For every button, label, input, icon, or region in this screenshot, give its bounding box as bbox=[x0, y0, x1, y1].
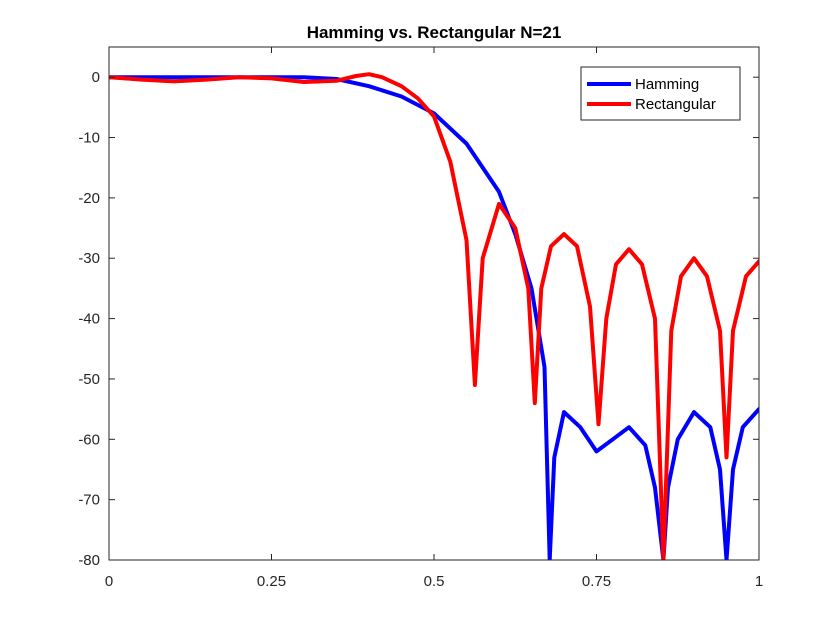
x-tick-label: 0 bbox=[105, 573, 113, 590]
series-line-rectangular bbox=[109, 72, 759, 560]
y-tick-label: -40 bbox=[78, 311, 100, 328]
series-line-hamming bbox=[109, 75, 759, 560]
legend-label-rectangular: Rectangular bbox=[635, 96, 716, 113]
y-tick-label: 0 bbox=[92, 69, 100, 86]
series-layer bbox=[109, 72, 759, 560]
x-tick-label: 0.75 bbox=[582, 573, 611, 590]
y-tick-label: -10 bbox=[78, 130, 100, 147]
y-tick-label: -20 bbox=[78, 190, 100, 207]
chart-title: Hamming vs. Rectangular N=21 bbox=[307, 23, 562, 42]
legend-box bbox=[580, 66, 741, 121]
y-tick-label: -70 bbox=[78, 492, 100, 509]
axes-box bbox=[108, 46, 760, 561]
y-tick-label: -60 bbox=[78, 431, 100, 448]
x-tick-label: 1 bbox=[755, 573, 763, 590]
x-tick-label: 0.5 bbox=[424, 573, 445, 590]
x-tick-label: 0.25 bbox=[257, 573, 286, 590]
y-tick-label: -50 bbox=[78, 371, 100, 388]
y-tick-label: -80 bbox=[78, 552, 100, 569]
legend: Hamming Rectangular bbox=[580, 66, 741, 121]
legend-label-hamming: Hamming bbox=[635, 76, 699, 93]
y-tick-label: -30 bbox=[78, 250, 100, 267]
